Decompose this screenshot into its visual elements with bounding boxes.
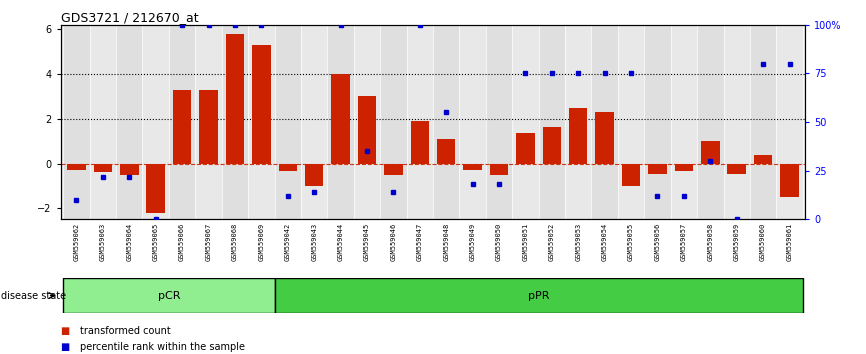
Bar [591, 25, 617, 219]
Text: ■: ■ [61, 326, 70, 336]
Text: transformed count: transformed count [80, 326, 171, 336]
Bar [63, 278, 275, 313]
Bar [649, 164, 667, 173]
Bar [332, 74, 350, 164]
Bar [697, 25, 723, 219]
Bar [222, 25, 249, 219]
Bar [723, 25, 750, 219]
Bar [249, 25, 275, 219]
Bar [358, 96, 376, 164]
Bar [94, 164, 112, 172]
Bar [437, 139, 456, 164]
Bar [385, 164, 403, 175]
Bar [675, 164, 693, 171]
Bar [380, 25, 407, 219]
Bar [512, 25, 539, 219]
Bar [617, 25, 644, 219]
Bar [305, 164, 323, 186]
Bar [727, 164, 746, 173]
Bar [750, 25, 776, 219]
Bar [327, 25, 354, 219]
Bar [252, 45, 270, 164]
Bar [116, 25, 143, 219]
Bar [565, 25, 591, 219]
Text: percentile rank within the sample: percentile rank within the sample [80, 342, 245, 352]
Bar [275, 25, 301, 219]
Bar [780, 164, 798, 197]
Bar [146, 164, 165, 213]
Bar [543, 127, 561, 164]
Bar [226, 34, 244, 164]
Bar [279, 164, 297, 171]
Bar [173, 90, 191, 164]
Text: pCR: pCR [158, 291, 180, 301]
Bar [459, 25, 486, 219]
Bar [670, 25, 697, 219]
Bar [701, 141, 720, 164]
Bar [622, 164, 640, 186]
Text: ■: ■ [61, 342, 70, 352]
Bar [120, 164, 139, 175]
Bar [169, 25, 196, 219]
Bar [596, 112, 614, 164]
Bar [516, 133, 534, 164]
Bar [754, 155, 772, 164]
Bar [63, 25, 90, 219]
Bar [90, 25, 116, 219]
Bar [354, 25, 380, 219]
Bar [490, 164, 508, 175]
Bar [463, 164, 481, 170]
Bar [539, 25, 565, 219]
Bar [301, 25, 327, 219]
Bar [68, 164, 86, 170]
Bar [644, 25, 670, 219]
Bar [407, 25, 433, 219]
Bar [196, 25, 222, 219]
Text: GDS3721 / 212670_at: GDS3721 / 212670_at [61, 11, 198, 24]
Bar [569, 108, 587, 164]
Bar [433, 25, 459, 219]
Text: disease state: disease state [1, 291, 66, 301]
Text: pPR: pPR [528, 291, 549, 301]
Bar [199, 90, 217, 164]
Bar [486, 25, 512, 219]
Bar [776, 25, 803, 219]
Bar [143, 25, 169, 219]
Bar [410, 121, 429, 164]
Bar [275, 278, 803, 313]
